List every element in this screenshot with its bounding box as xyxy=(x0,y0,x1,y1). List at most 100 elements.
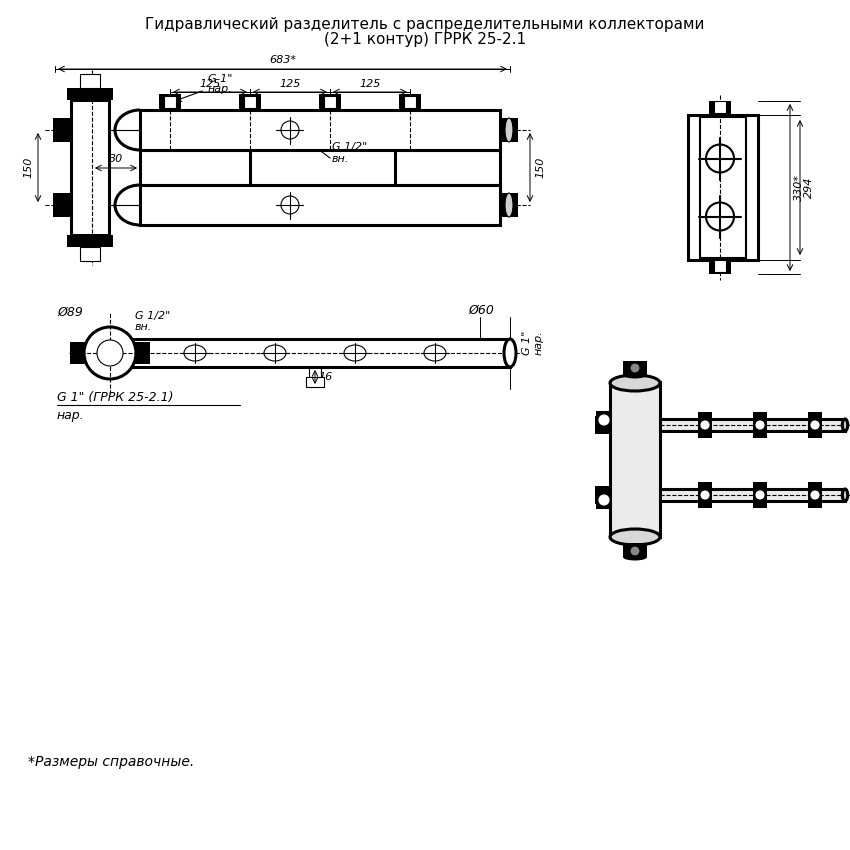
Bar xyxy=(688,115,758,260)
Bar xyxy=(714,260,726,272)
Ellipse shape xyxy=(505,193,513,217)
Text: G 1/2": G 1/2" xyxy=(332,142,367,152)
Bar xyxy=(660,419,845,431)
Bar xyxy=(244,96,256,108)
Circle shape xyxy=(756,421,764,429)
Text: 150: 150 xyxy=(23,156,33,178)
Text: вн.: вн. xyxy=(135,322,152,332)
Bar xyxy=(698,412,712,438)
Text: G 1": G 1" xyxy=(522,331,532,355)
Bar xyxy=(700,117,746,258)
Ellipse shape xyxy=(610,529,660,545)
Bar xyxy=(753,412,767,438)
Bar xyxy=(808,412,822,438)
Ellipse shape xyxy=(610,375,660,391)
Bar xyxy=(319,94,341,110)
Text: *Размеры справочные.: *Размеры справочные. xyxy=(28,755,195,769)
Bar xyxy=(399,94,421,110)
Ellipse shape xyxy=(504,339,516,367)
Bar xyxy=(135,342,150,364)
Bar xyxy=(159,94,181,110)
Ellipse shape xyxy=(842,419,847,431)
Circle shape xyxy=(630,546,640,556)
Text: нар.: нар. xyxy=(208,84,233,94)
Text: Ø89: Ø89 xyxy=(57,306,82,319)
Bar xyxy=(70,342,85,364)
Circle shape xyxy=(701,421,709,429)
Text: 683*: 683* xyxy=(269,55,296,65)
Text: G 1" (ГРРК 25-2.1): G 1" (ГРРК 25-2.1) xyxy=(57,391,173,404)
Circle shape xyxy=(630,363,640,373)
Bar xyxy=(67,88,113,100)
Bar xyxy=(698,482,712,508)
Ellipse shape xyxy=(505,118,513,142)
Bar xyxy=(306,377,324,387)
Circle shape xyxy=(281,121,299,139)
Ellipse shape xyxy=(424,345,446,361)
Circle shape xyxy=(706,144,734,173)
Bar xyxy=(324,96,336,108)
Text: 150: 150 xyxy=(535,156,545,178)
Ellipse shape xyxy=(623,371,647,378)
Circle shape xyxy=(599,495,609,505)
Circle shape xyxy=(701,491,709,499)
Bar xyxy=(500,193,518,217)
Ellipse shape xyxy=(623,553,647,560)
Bar xyxy=(67,235,113,247)
Circle shape xyxy=(97,340,123,366)
Text: 125: 125 xyxy=(360,79,381,89)
Bar xyxy=(53,118,71,142)
Bar xyxy=(808,482,822,508)
Bar xyxy=(239,94,261,110)
Circle shape xyxy=(706,202,734,230)
Text: G 1/2": G 1/2" xyxy=(135,311,170,321)
Ellipse shape xyxy=(184,345,206,361)
Ellipse shape xyxy=(344,345,366,361)
Circle shape xyxy=(599,415,609,425)
Bar xyxy=(753,482,767,508)
Bar xyxy=(404,96,416,108)
Text: нар.: нар. xyxy=(57,409,85,422)
Bar xyxy=(596,491,612,509)
Text: 16: 16 xyxy=(318,372,332,382)
Text: Гидравлический разделитель с распределительными коллекторами: Гидравлический разделитель с распределит… xyxy=(145,17,705,32)
Text: 294: 294 xyxy=(804,177,814,198)
Bar xyxy=(595,416,611,434)
Bar xyxy=(660,489,845,501)
Bar xyxy=(53,193,71,217)
Text: вн.: вн. xyxy=(332,154,349,164)
Bar xyxy=(623,543,647,557)
Ellipse shape xyxy=(264,345,286,361)
Circle shape xyxy=(281,196,299,214)
Circle shape xyxy=(756,491,764,499)
Bar xyxy=(80,247,100,261)
Bar xyxy=(71,100,109,235)
Circle shape xyxy=(811,421,819,429)
Bar xyxy=(623,361,647,375)
Bar xyxy=(115,339,510,367)
Bar xyxy=(80,74,100,88)
Bar xyxy=(709,260,731,274)
Bar xyxy=(596,411,612,429)
Ellipse shape xyxy=(842,489,847,501)
Bar xyxy=(395,150,500,185)
Text: 330*: 330* xyxy=(794,174,804,201)
Circle shape xyxy=(84,327,136,379)
Circle shape xyxy=(811,491,819,499)
Text: G 1": G 1" xyxy=(208,74,232,84)
Text: нар.: нар. xyxy=(534,331,544,355)
Text: 30: 30 xyxy=(109,154,123,164)
Bar xyxy=(140,185,500,225)
Text: (2+1 контур) ГРРК 25-2.1: (2+1 контур) ГРРК 25-2.1 xyxy=(324,32,526,47)
Bar xyxy=(595,486,611,504)
Bar xyxy=(714,101,726,113)
Text: Ø60: Ø60 xyxy=(468,304,494,317)
Text: 125: 125 xyxy=(280,79,301,89)
Bar xyxy=(140,110,500,150)
Bar xyxy=(164,96,176,108)
Bar xyxy=(140,150,250,185)
Bar xyxy=(610,382,660,537)
Bar xyxy=(709,101,731,115)
Bar xyxy=(500,118,518,142)
Text: 125: 125 xyxy=(199,79,221,89)
